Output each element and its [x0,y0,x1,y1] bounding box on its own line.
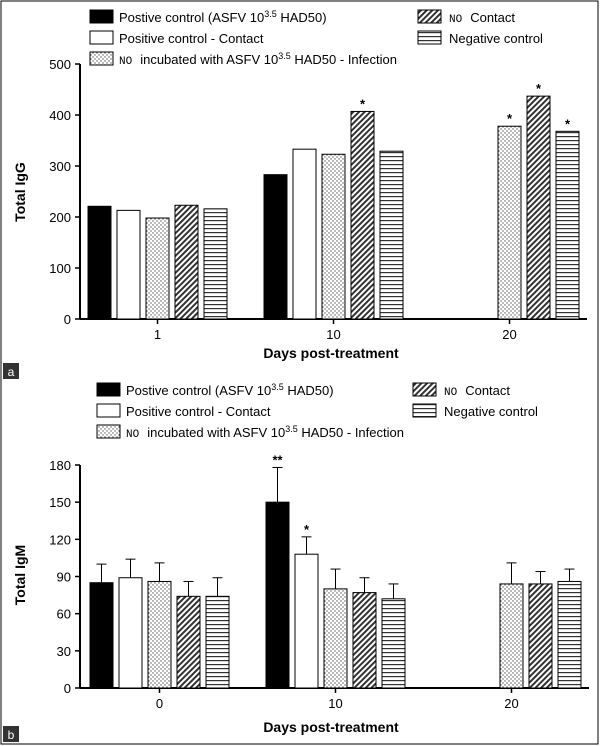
panel-label-b: b [8,728,15,742]
bar [294,553,319,689]
bar [265,501,290,689]
bar [350,110,375,320]
legend-swatch-5 [417,30,442,45]
y-tick-label: 120 [49,532,71,547]
panel-label-box-a [3,363,19,379]
legend-label-2: Positive control - Contact [119,31,264,46]
bar [205,595,230,689]
legend-label-4: NO Contact [444,383,510,399]
bar [557,580,582,689]
legend-entry-1: Postive control (ASFV 103.5 HAD50) [96,382,334,398]
legend-entry-4: NO Contact [412,382,510,399]
significance-marker: * [565,116,571,131]
y-axis-label-a: Total IgG [12,162,28,222]
y-tick-label: 100 [49,261,71,276]
significance-marker: ** [272,452,283,467]
y-tick-label: 400 [49,108,71,123]
legend-entry-2: Positive control - Contact [89,30,264,46]
bar [145,217,170,320]
y-tick-label: 90 [57,570,71,585]
legend-swatch-5 [412,403,437,418]
bar [263,174,288,320]
legend-label-5: Negative control [449,31,543,46]
y-tick-label: 300 [49,159,71,174]
legend-label-4: NO Contact [449,10,515,26]
panel-label-box-b [3,726,19,742]
x-axis-label-a: Days post-treatment [263,345,399,361]
x-tick-label: 0 [156,696,163,711]
bars-b: *** [89,452,582,689]
bar [528,583,553,689]
y-tick-label: 180 [49,458,71,473]
legend-label-1: Postive control (ASFV 103.5 HAD50) [119,9,327,25]
legend-label-2: Positive control - Contact [126,404,271,419]
bars-a: * * * * [87,81,580,320]
significance-marker: * [360,96,366,111]
bar [323,588,348,689]
bar [176,595,201,689]
panel-b: Postive control (ASFV 103.5 HAD50) Posit… [3,382,589,742]
bar [379,150,404,320]
legend-entry-5: Negative control [412,403,538,419]
significance-marker: * [536,81,542,96]
legend-swatch-4 [417,9,442,24]
legend-b: Postive control (ASFV 103.5 HAD50) Posit… [96,382,538,441]
y-tick-label: 60 [57,607,71,622]
legend-swatch-1 [96,382,121,397]
legend-swatch-3 [89,51,114,66]
legend-label-1: Postive control (ASFV 103.5 HAD50) [126,382,334,398]
legend-entry-2: Positive control - Contact [96,403,271,419]
legend-swatch-2 [89,30,114,45]
y-axis-label-b: Total IgM [12,545,28,605]
panel-a: Postive control (ASFV 103.5 HAD50) Posit… [3,9,587,379]
bar [321,153,346,320]
y-tick-label: 30 [57,644,71,659]
legend-entry-1: Postive control (ASFV 103.5 HAD50) [89,9,327,25]
bar [87,205,112,320]
bar [292,148,317,320]
y-tick-label: 500 [49,57,71,72]
y-tick-label: 150 [49,495,71,510]
bar [497,125,522,320]
legend-label-3: NO incubated with ASFV 103.5 HAD50 - Infe… [126,424,404,441]
bar [352,592,377,689]
x-tick-label: 20 [502,327,516,342]
legend-a: Postive control (ASFV 103.5 HAD50) Posit… [89,9,543,68]
bar [118,577,143,689]
significance-marker: * [304,522,310,537]
legend-swatch-4 [412,382,437,397]
bar [381,598,406,689]
bar [147,580,172,689]
bar [526,95,551,320]
bar [499,583,524,689]
legend-swatch-3 [96,424,121,439]
bar [116,209,141,320]
y-tick-label: 0 [64,681,71,696]
legend-entry-3: NO incubated with ASFV 103.5 HAD50 - Infe… [96,424,404,441]
y-tick-label: 0 [64,312,71,327]
legend-entry-3: NO incubated with ASFV 103.5 HAD50 - Infe… [89,51,397,68]
panel-label-a: a [8,365,15,379]
bar [174,204,199,320]
bar [555,130,580,320]
bar [203,208,228,320]
significance-marker: * [507,111,513,126]
legend-swatch-2 [96,403,121,418]
y-tick-label: 200 [49,210,71,225]
bar [89,582,114,689]
legend-entry-4: NO Contact [417,9,515,26]
x-tick-label: 1 [154,327,161,342]
x-axis-label-b: Days post-treatment [263,719,399,735]
x-tick-label: 10 [328,696,342,711]
x-tick-label: 20 [504,696,518,711]
legend-swatch-1 [89,9,114,24]
legend-entry-5: Negative control [417,30,543,46]
x-tick-label: 10 [326,327,340,342]
legend-label-5: Negative control [444,404,538,419]
legend-label-3: NO incubated with ASFV 103.5 HAD50 - Infe… [119,51,397,68]
